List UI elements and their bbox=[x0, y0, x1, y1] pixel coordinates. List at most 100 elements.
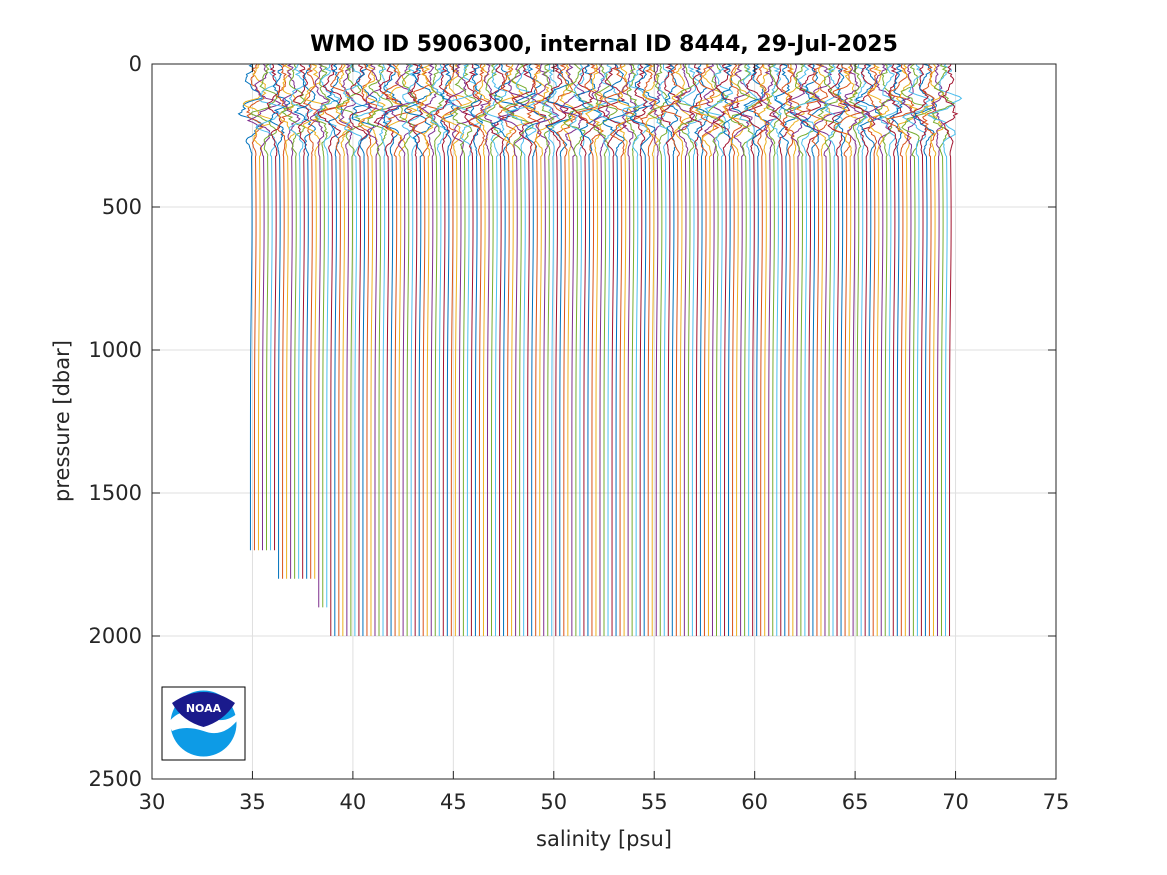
profile-line bbox=[293, 63, 316, 579]
x-tick-label: 60 bbox=[741, 790, 768, 814]
profile-line bbox=[671, 63, 692, 636]
profile-line bbox=[853, 63, 870, 636]
profile-line bbox=[902, 63, 932, 636]
profile-line bbox=[739, 63, 764, 636]
profile-line bbox=[442, 63, 463, 636]
profile-line bbox=[490, 63, 519, 636]
x-tick-label: 45 bbox=[440, 790, 467, 814]
profile-line bbox=[629, 63, 661, 636]
y-tick-label: 2500 bbox=[89, 767, 142, 791]
profile-line bbox=[488, 63, 515, 636]
profile-line bbox=[886, 63, 915, 636]
profile-line bbox=[358, 63, 378, 636]
profile-line bbox=[303, 63, 329, 579]
profile-line bbox=[326, 63, 343, 636]
x-tick-label: 40 bbox=[340, 790, 367, 814]
profile-line bbox=[889, 63, 906, 636]
profile-line bbox=[844, 63, 867, 636]
profile-line bbox=[813, 63, 846, 636]
profile-line bbox=[596, 63, 623, 636]
profile-line bbox=[703, 63, 727, 636]
profile-line bbox=[570, 63, 595, 636]
profile-line bbox=[381, 63, 413, 636]
profile-line bbox=[694, 63, 723, 636]
profile-line bbox=[349, 63, 373, 636]
profile-line bbox=[900, 63, 933, 636]
profile-line bbox=[811, 63, 831, 636]
profile-line bbox=[559, 63, 579, 636]
profile-line bbox=[824, 63, 843, 636]
profile-line bbox=[864, 63, 896, 636]
x-tick-label: 65 bbox=[842, 790, 869, 814]
profile-line bbox=[689, 63, 703, 636]
profile-line bbox=[779, 63, 802, 636]
profile-line bbox=[497, 63, 530, 636]
profile-line bbox=[931, 63, 955, 636]
profile-line bbox=[616, 63, 633, 636]
profile-line bbox=[439, 63, 455, 636]
profile-line bbox=[837, 63, 862, 636]
profile-line bbox=[511, 63, 547, 636]
profile-line bbox=[342, 63, 374, 636]
profile-line bbox=[526, 63, 545, 636]
profile-line bbox=[476, 63, 491, 636]
noaa-logo-text: NOAA bbox=[186, 702, 222, 715]
profile-line bbox=[765, 63, 781, 636]
profile-line bbox=[738, 63, 758, 636]
profile-line bbox=[317, 63, 343, 636]
profile-line bbox=[759, 63, 778, 636]
profile-line bbox=[245, 63, 265, 551]
profile-line bbox=[365, 63, 388, 636]
profile-line bbox=[806, 63, 829, 636]
profile-line bbox=[246, 63, 282, 551]
profile-line bbox=[647, 63, 668, 636]
profile-line bbox=[919, 63, 945, 636]
profile-line bbox=[922, 63, 937, 636]
profile-line bbox=[416, 63, 436, 636]
profile-line bbox=[927, 63, 963, 636]
profile-line bbox=[631, 63, 649, 636]
profile-line bbox=[641, 63, 666, 636]
profile-line bbox=[656, 63, 674, 636]
profile-line bbox=[441, 63, 473, 636]
tick-labels: 30 35 40 45 50 55 60 65 70 75 0 500 1000 1500 2000 2500 bbox=[89, 52, 1070, 814]
profile-line bbox=[704, 63, 734, 636]
profile-line bbox=[604, 63, 642, 636]
profile-line bbox=[309, 63, 329, 608]
profile-line bbox=[477, 63, 504, 636]
profile-line bbox=[302, 63, 319, 579]
profile-line bbox=[445, 63, 478, 636]
profile-line bbox=[879, 63, 900, 636]
profile-line bbox=[324, 63, 353, 636]
profile-line bbox=[249, 63, 278, 551]
profile-line bbox=[399, 63, 417, 636]
profile-line bbox=[514, 63, 547, 636]
profile-line bbox=[541, 63, 555, 636]
profile-line bbox=[578, 63, 603, 636]
profile-line bbox=[541, 63, 564, 636]
profile-line bbox=[593, 63, 618, 636]
profile-line bbox=[359, 63, 386, 636]
x-tick-label: 35 bbox=[239, 790, 266, 814]
axes-box bbox=[151, 63, 1057, 780]
profile-line bbox=[639, 63, 657, 636]
profile-line bbox=[743, 63, 770, 636]
profile-line bbox=[722, 63, 743, 636]
profile-line bbox=[848, 63, 867, 636]
profile-line bbox=[912, 63, 938, 636]
x-tick-label: 70 bbox=[942, 790, 969, 814]
profile-line bbox=[648, 63, 663, 636]
y-tick-label: 0 bbox=[129, 52, 142, 76]
profile-line bbox=[931, 63, 945, 636]
y-axis-label: pressure [dbar] bbox=[50, 340, 74, 502]
profile-line bbox=[855, 63, 883, 636]
y-tick-label: 1000 bbox=[89, 338, 142, 362]
profile-line bbox=[787, 63, 809, 636]
profile-line bbox=[602, 63, 631, 636]
profile-line bbox=[677, 63, 705, 636]
profile-line bbox=[827, 63, 851, 636]
profile-line bbox=[769, 63, 786, 636]
profile-line bbox=[887, 63, 903, 636]
y-tick-label: 500 bbox=[102, 195, 142, 219]
